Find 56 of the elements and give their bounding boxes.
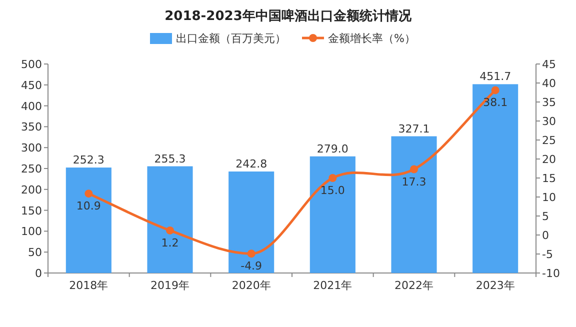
y2-tick-label: 15 [542, 172, 556, 185]
point [166, 226, 174, 234]
y2-tick-label: 30 [542, 115, 556, 128]
y-tick-label: 250 [21, 162, 42, 176]
y2-tick-label: 20 [542, 153, 556, 166]
bar [391, 136, 437, 273]
bar [310, 156, 356, 273]
data-label: 10.9 [76, 200, 101, 213]
data-label: 38.1 [483, 96, 508, 110]
bar [228, 172, 274, 273]
y-tick-label: 450 [21, 78, 42, 92]
data-label: 279.0 [316, 142, 348, 156]
point [410, 165, 418, 174]
data-label: 327.1 [398, 122, 430, 136]
point [84, 190, 93, 198]
legend-label: 金额增长率（%） [328, 32, 416, 45]
bar [147, 166, 193, 273]
y2-tick-label: 10 [542, 191, 556, 204]
point [491, 86, 500, 94]
point [247, 250, 256, 258]
data-label: 1.2 [161, 236, 179, 250]
y-tick-label: 0 [35, 267, 42, 280]
point [328, 174, 337, 182]
y2-tick-label: 0 [542, 229, 549, 242]
x-tick-label: 2019年 [150, 279, 190, 292]
y-tick-label: 350 [21, 120, 42, 134]
chart-title: 2018-2023年中国啤酒出口金额统计情况 [164, 8, 412, 24]
y-tick-label: 100 [21, 225, 42, 238]
legend-label: 出口金额（百万美元） [176, 32, 286, 45]
data-label: -4.9 [240, 260, 262, 273]
bar [66, 168, 112, 273]
x-tick-label: 2020年 [232, 279, 271, 292]
data-label: 15.0 [320, 184, 345, 197]
data-label: 242.8 [236, 158, 268, 171]
y-tick-label: 300 [21, 142, 42, 155]
y2-tick-label: 40 [542, 77, 556, 90]
y2-tick-label: 25 [542, 134, 556, 147]
y-tick-label: 150 [21, 204, 42, 218]
x-tick-label: 2021年 [313, 279, 352, 292]
y2-tick-label: 35 [542, 96, 556, 109]
data-label: 255.3 [154, 152, 186, 166]
y2-tick-label: -10 [542, 267, 560, 280]
data-label: 252.3 [72, 154, 104, 167]
data-label: 17.3 [402, 175, 426, 188]
x-tick-label: 2022年 [394, 279, 434, 292]
y2-tick-label: 45 [542, 58, 556, 71]
x-tick-label: 2018年 [69, 279, 108, 292]
data-label: 451.7 [480, 70, 512, 84]
y2-tick-label: -5 [542, 248, 553, 261]
y-tick-label: 500 [21, 58, 42, 71]
bar [472, 84, 518, 273]
y-tick-label: 200 [21, 183, 42, 196]
y-tick-label: 400 [21, 100, 42, 113]
y2-tick-label: 5 [542, 210, 549, 223]
x-tick-label: 2023年 [476, 279, 515, 292]
y-tick-label: 50 [28, 246, 42, 260]
